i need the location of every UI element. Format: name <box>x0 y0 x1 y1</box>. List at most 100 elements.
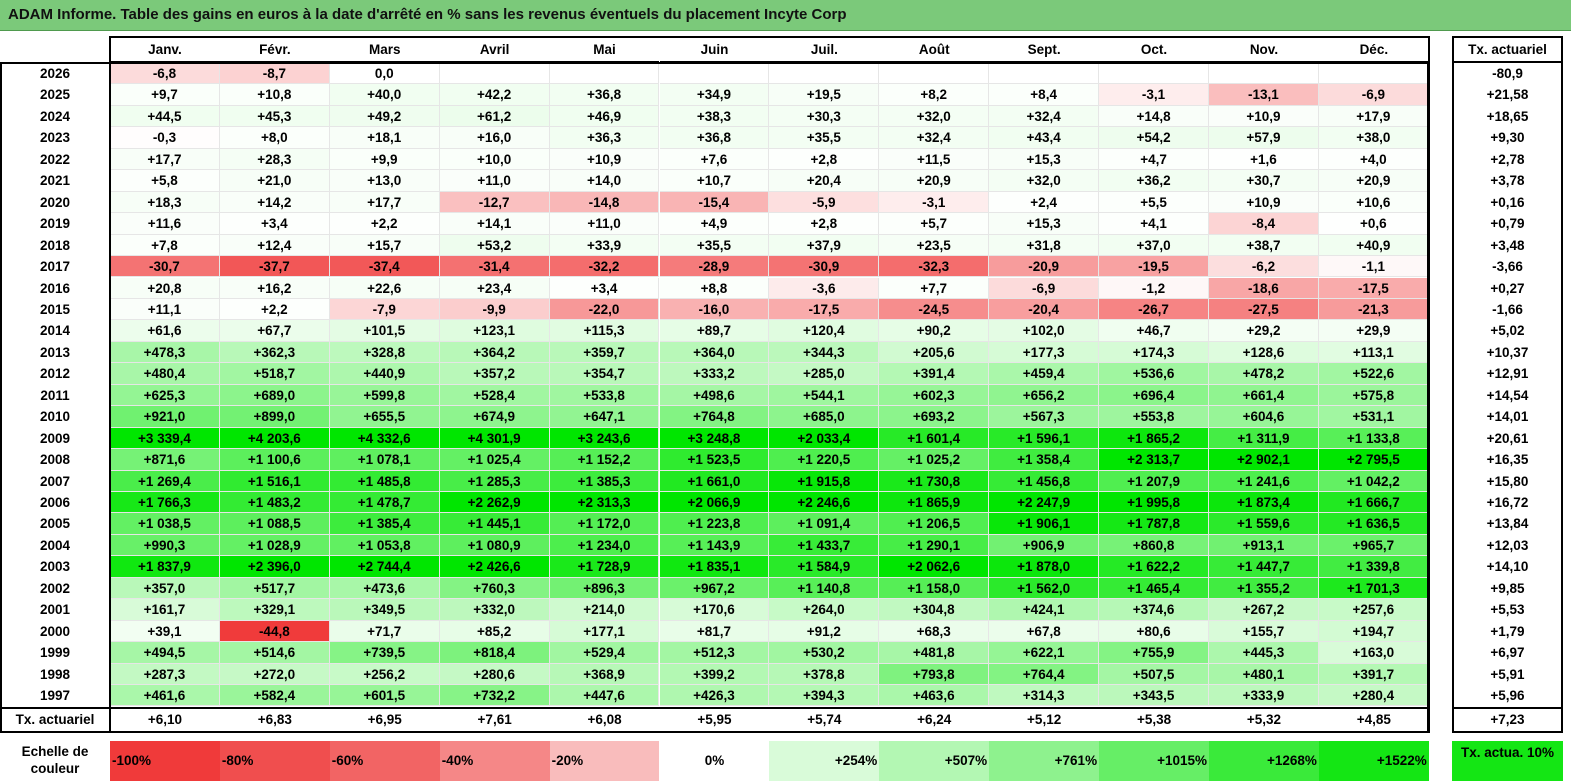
heatmap-cell: +42,2 <box>439 84 550 106</box>
heatmap-cell: +1 865,2 <box>1099 427 1209 450</box>
heatmap-cell: +2,8 <box>769 148 880 171</box>
heatmap-cell: +2 033,4 <box>769 427 880 450</box>
heatmap-cell: +764,8 <box>659 406 770 428</box>
heatmap-cell: +21,0 <box>219 170 330 192</box>
heatmap-cell: +4 332,6 <box>329 427 440 450</box>
heatmap-cell: +53,2 <box>439 234 550 257</box>
heatmap-cell: +1 028,9 <box>219 534 330 557</box>
heatmap-cell: +531,1 <box>1318 406 1429 428</box>
heatmap-cell: +9,9 <box>329 148 440 171</box>
heatmap-cell: +1 562,0 <box>989 577 1100 600</box>
heatmap-cell: +1 241,6 <box>1209 470 1319 492</box>
heatmap-cell: +906,9 <box>989 534 1100 557</box>
heatmap-cell: +480,4 <box>110 363 220 385</box>
year-label: 2000 <box>39 623 71 639</box>
year-label: 2014 <box>39 323 71 339</box>
heatmap-cell: +30,3 <box>769 105 880 128</box>
heatmap-cell: +280,4 <box>1318 685 1429 707</box>
heatmap-cell: -37,7 <box>219 256 330 278</box>
heatmap-cell: -8,4 <box>1209 213 1319 235</box>
annual-rate-cell: +12,91 <box>1486 366 1529 382</box>
heatmap-cell: +214,0 <box>549 599 660 621</box>
footer-rate-cell: +6,95 <box>367 711 402 727</box>
heatmap-cell: +533,8 <box>549 384 660 407</box>
heatmap-cell: +30,7 <box>1209 170 1319 192</box>
heatmap-cell: +1 358,4 <box>989 449 1100 471</box>
footer-rate-cell: +6,08 <box>587 711 622 727</box>
year-label: 2012 <box>39 366 71 382</box>
heatmap-cell: +1 091,4 <box>769 513 880 535</box>
heatmap-cell: +567,3 <box>989 406 1100 428</box>
heatmap-cell: -6,8 <box>110 63 220 85</box>
heatmap-cell: +913,1 <box>1209 534 1319 557</box>
heatmap-cell: +14,0 <box>549 170 660 192</box>
heatmap-cell: +599,8 <box>329 384 440 407</box>
heatmap-cell: +528,4 <box>439 384 550 407</box>
scale-swatch: +761% <box>989 741 1100 781</box>
annual-rate-cell: +5,91 <box>1490 666 1525 682</box>
month-header: Avril <box>439 36 550 63</box>
heatmap-cell: +40,9 <box>1318 234 1429 257</box>
heatmap-cell: +15,3 <box>989 148 1100 171</box>
heatmap-cell: +647,1 <box>549 406 660 428</box>
heatmap-cell: +177,1 <box>549 620 660 643</box>
heatmap-cell: +1 140,8 <box>769 577 880 600</box>
heatmap-cell: -24,5 <box>879 298 990 321</box>
heatmap-cell: +67,8 <box>989 620 1100 643</box>
heatmap-cell: +3,4 <box>549 277 660 299</box>
heatmap-cell: +36,3 <box>549 127 660 149</box>
heatmap-cell: +28,3 <box>219 148 330 171</box>
heatmap-cell: -15,4 <box>659 191 770 214</box>
heatmap-cell: +49,2 <box>329 105 440 128</box>
scale-swatch: -60% <box>329 741 440 781</box>
heatmap-cell: +205,6 <box>879 341 990 364</box>
heatmap-cell: +1 207,9 <box>1099 470 1209 492</box>
heatmap-cell: +1 865,9 <box>879 492 990 514</box>
heatmap-cell: +764,4 <box>989 663 1100 686</box>
heatmap-cell: +256,2 <box>329 663 440 686</box>
heatmap-cell: +115,3 <box>549 320 660 342</box>
annual-rate-cell: -1,66 <box>1492 301 1523 317</box>
year-label: 2017 <box>39 259 71 275</box>
heatmap-cell: +174,3 <box>1099 341 1209 364</box>
heatmap-cell: +29,9 <box>1318 320 1429 342</box>
year-label: 2021 <box>39 173 71 189</box>
heatmap-cell: +4,7 <box>1099 148 1209 171</box>
heatmap-cell: +1 995,8 <box>1099 492 1209 514</box>
footer-rate-cell: +5,12 <box>1027 711 1062 727</box>
annual-rate-cell: +16,72 <box>1486 495 1529 510</box>
heatmap-cell: -3,1 <box>879 191 990 214</box>
heatmap-cell: +40,0 <box>329 84 440 106</box>
annual-rate-cell: +0,79 <box>1490 216 1525 232</box>
heatmap-cell: +349,5 <box>329 599 440 621</box>
heatmap-cell: +38,3 <box>659 105 770 128</box>
heatmap-cell: +17,7 <box>110 148 220 171</box>
annual-rate-cell: +14,01 <box>1486 409 1529 425</box>
month-header: Janv. <box>110 36 220 63</box>
heatmap-cell: +368,9 <box>549 663 660 686</box>
heatmap-cell: +1 025,2 <box>879 449 990 471</box>
year-label: 1999 <box>39 645 71 661</box>
annual-rate-cell: +1,79 <box>1490 623 1525 639</box>
heatmap-cell: +46,9 <box>549 105 660 128</box>
heatmap-cell: -9,9 <box>439 298 550 321</box>
heatmap-cell: +689,0 <box>219 384 330 407</box>
heatmap-cell: +793,8 <box>879 663 990 686</box>
month-header: Sept. <box>989 36 1100 63</box>
heatmap-cell: -20,9 <box>989 256 1100 278</box>
footer-label: Tx. actuariel <box>15 711 95 727</box>
heatmap-cell: +23,5 <box>879 234 990 257</box>
heatmap-cell: +257,6 <box>1318 599 1429 621</box>
heatmap-cell: +2 066,9 <box>659 492 770 514</box>
scale-swatch: +1268% <box>1209 741 1319 781</box>
year-label: 2011 <box>40 387 70 403</box>
heatmap-cell: +1 465,4 <box>1099 577 1209 600</box>
month-header: Déc. <box>1318 36 1429 63</box>
heatmap-cell: +16,0 <box>439 127 550 149</box>
footer-separator <box>0 706 1429 709</box>
heatmap-cell: +264,0 <box>769 599 880 621</box>
heatmap-cell: +10,6 <box>1318 191 1429 214</box>
heatmap-cell: +424,1 <box>989 599 1100 621</box>
heatmap-cell: +445,3 <box>1209 642 1319 664</box>
heatmap-cell: -32,2 <box>549 256 660 278</box>
